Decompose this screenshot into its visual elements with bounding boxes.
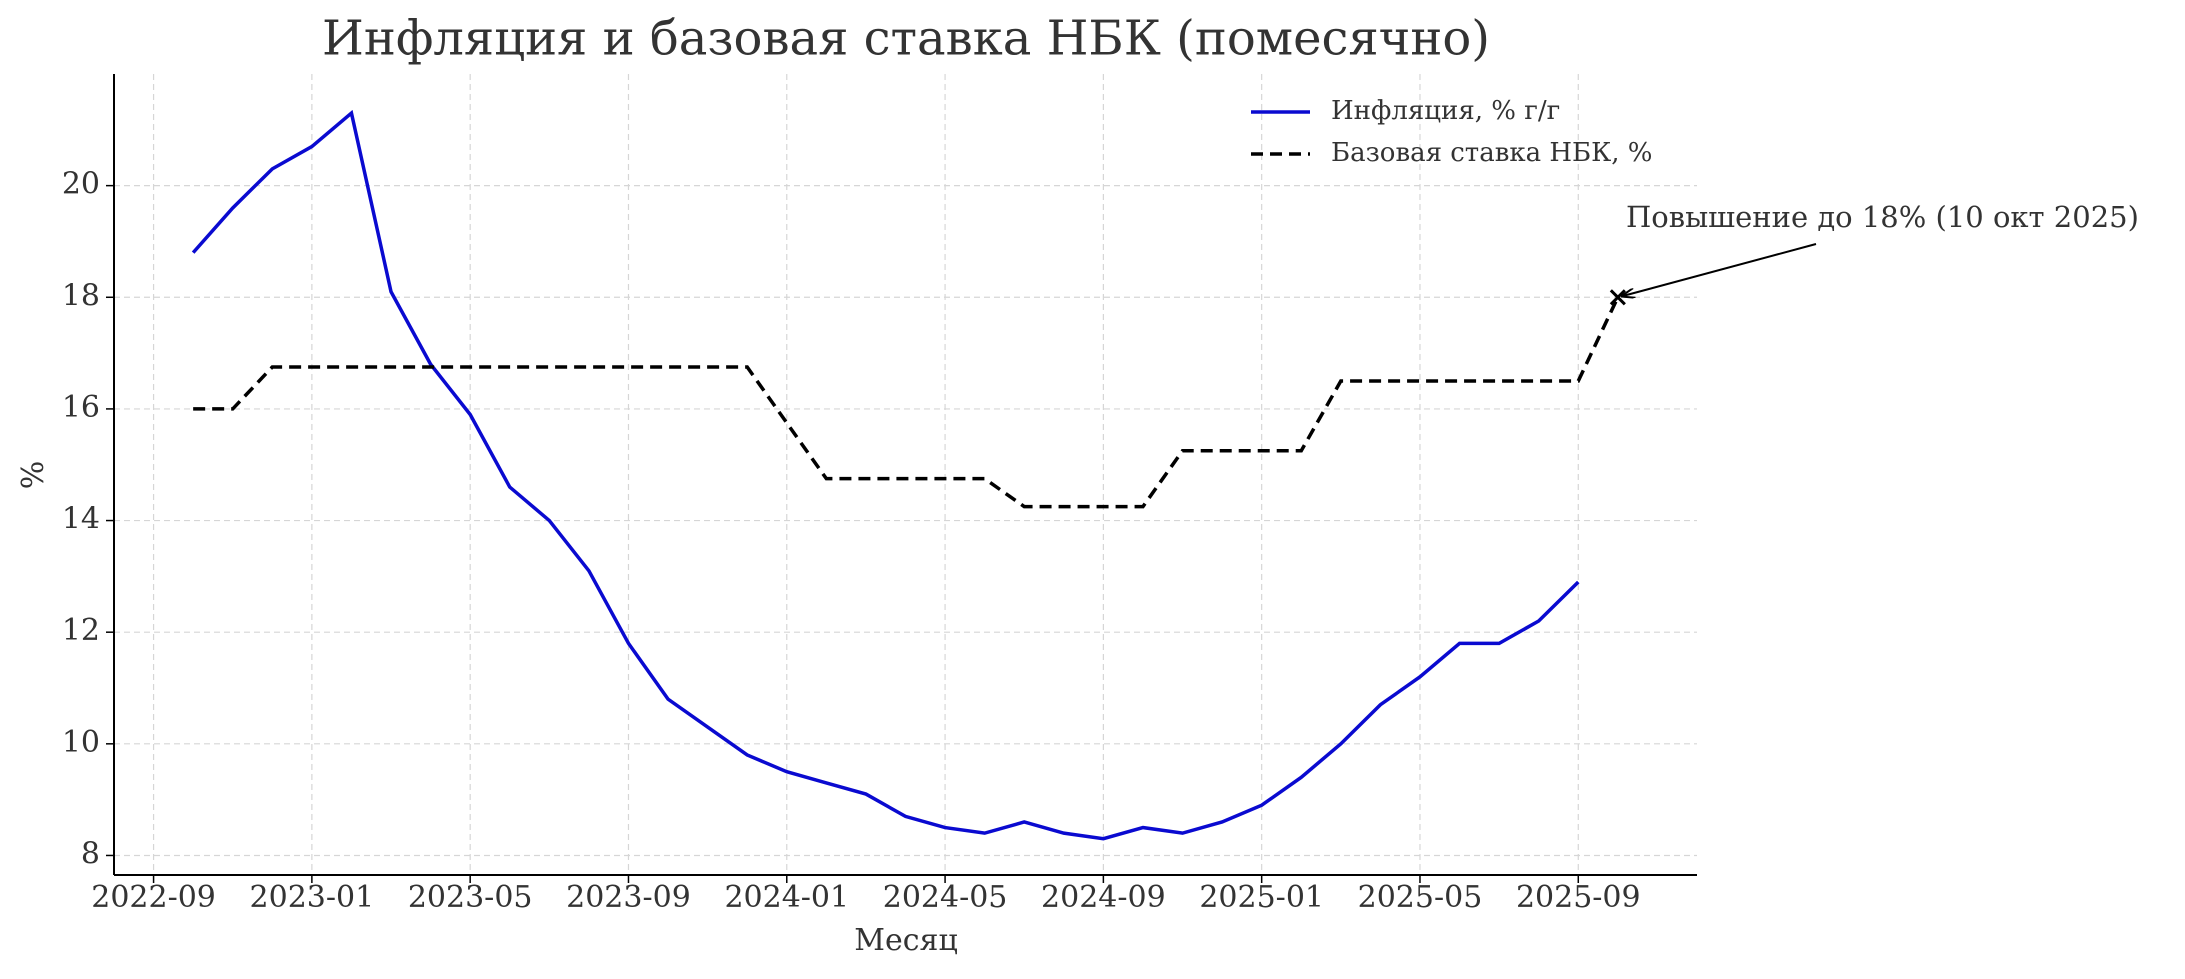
x-tick-label: 2025-01 xyxy=(1199,880,1324,915)
x-tick-label: 2025-05 xyxy=(1358,880,1483,915)
annotation-marker xyxy=(1609,289,1626,306)
y-tick-label: 10 xyxy=(62,725,100,760)
x-tick-label: 2024-05 xyxy=(883,880,1008,915)
series-line xyxy=(193,296,1620,509)
y-tick-label: 20 xyxy=(62,167,100,202)
x-tick-label: 2024-09 xyxy=(1041,880,1166,915)
annotation-text: Повышение до 18% (10 окт 2025) xyxy=(1626,200,2139,234)
chart-title: Инфляция и базовая ставка НБК (помесячно… xyxy=(322,11,1490,67)
x-tick-label: 2023-01 xyxy=(250,880,375,915)
series-line xyxy=(191,109,1580,841)
legend-label: Базовая ставка НБК, % xyxy=(1331,138,1652,168)
y-tick-label: 14 xyxy=(62,502,100,537)
x-tick-label: 2022-09 xyxy=(91,880,216,915)
y-tick-label: 8 xyxy=(81,836,100,871)
y-axis-label: % xyxy=(16,461,51,490)
y-tick-label: 16 xyxy=(62,390,100,425)
annotation-arrow xyxy=(1622,243,1817,296)
y-tick-label: 12 xyxy=(62,613,100,648)
legend-label: Инфляция, % г/г xyxy=(1331,96,1560,126)
x-axis-label: Месяц xyxy=(854,923,958,958)
x-tick-label: 2023-09 xyxy=(566,880,691,915)
x-tick-label: 2024-01 xyxy=(724,880,849,915)
x-tick-label: 2023-05 xyxy=(408,880,533,915)
y-tick-label: 18 xyxy=(62,278,100,313)
x-tick-label: 2025-09 xyxy=(1516,880,1641,915)
